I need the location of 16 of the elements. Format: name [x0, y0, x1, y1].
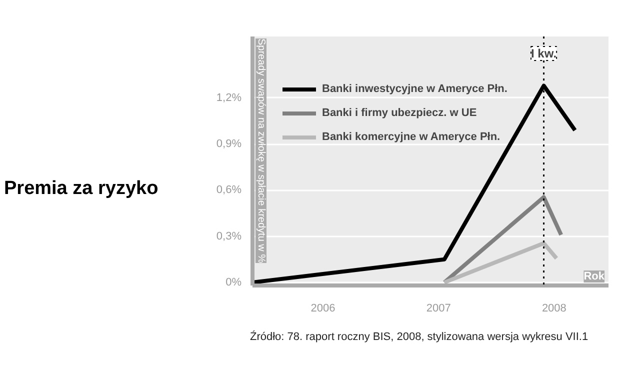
legend-label: Banki inwestycyjne w Ameryce Płn.	[322, 83, 508, 95]
y-tick-label: 0%	[226, 276, 242, 288]
x-tick-label: 2007	[426, 302, 451, 314]
legend-label: Banki komercyjne w Ameryce Płn.	[322, 131, 500, 143]
y-tick-label: 1,2%	[216, 92, 242, 104]
y-tick-label: 0,3%	[216, 230, 242, 242]
y-axis-title: Spready swapów na zwłokę w spłacie kredytu w %	[256, 38, 266, 264]
x-tick-label: 2008	[542, 302, 566, 314]
ref-line-label: I kw.	[530, 46, 557, 60]
x-tick-label: 2006	[310, 302, 336, 314]
text: Źródło: 78. raport roczny BIS, 2008, stylizowana wersja wykresu VII.1	[250, 330, 588, 345]
y-tick-label: 0,9%	[216, 138, 242, 150]
y-tick-label: 0,6%	[216, 184, 242, 196]
x-axis-title: Rok	[584, 270, 606, 282]
text: Premia za ryzyko	[4, 177, 158, 201]
legend-label: Banki i firmy ubezpiecz. w UE	[322, 107, 477, 119]
